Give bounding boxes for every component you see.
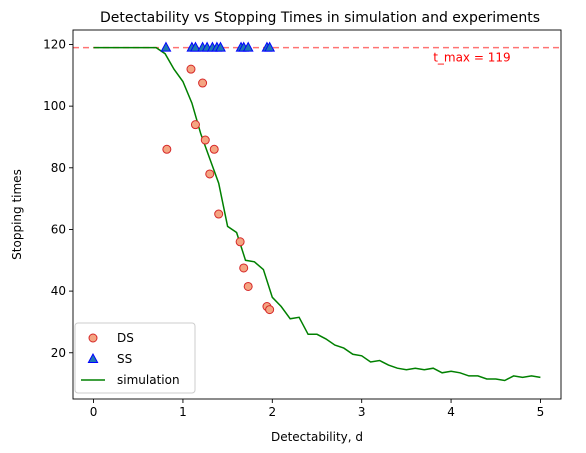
ds-point (198, 78, 208, 88)
x-tick-label: 1 (179, 405, 187, 419)
x-axis-label: Detectability, d (271, 430, 363, 444)
chart-title: Detectability vs Stopping Times in simul… (100, 10, 540, 26)
annotation-layer: t_max = 119 (433, 51, 510, 65)
x-tick-label: 0 (90, 405, 98, 419)
ss-point (190, 41, 201, 52)
y-tick-label: 40 (51, 284, 66, 298)
x-tick-label: 2 (268, 405, 276, 419)
x-tick-label: 4 (447, 405, 455, 419)
ds-point (265, 305, 275, 315)
ds-point (205, 169, 215, 179)
ss-point (264, 41, 276, 52)
ss-point (160, 41, 172, 52)
ss-point (215, 41, 226, 52)
ss-point (242, 41, 254, 52)
simulation-line (93, 46, 541, 382)
x-tick-label: 3 (358, 405, 366, 419)
ds-point (243, 281, 253, 291)
ds-point (186, 64, 196, 74)
axes-frame (72, 29, 562, 400)
ds-point (190, 120, 200, 130)
ds-point (209, 144, 219, 154)
legend-label-simulation: simulation (117, 373, 180, 387)
ds-point (200, 135, 210, 145)
ds-point (235, 237, 245, 247)
legend-marker-ss (87, 352, 99, 363)
tmax-label: t_max = 119 (433, 51, 510, 65)
y-tick-label: 80 (51, 161, 66, 175)
y-tick-label: 60 (51, 222, 66, 236)
legend-label-ss: SS (117, 352, 132, 366)
y-tick-label: 120 (43, 37, 66, 51)
y-tick-label: 20 (51, 346, 66, 360)
legend: DS SS simulation (74, 322, 196, 394)
axes-layer: 0 1 2 3 4 5 20 40 60 80 100 120 (43, 29, 562, 419)
legend-box (74, 322, 196, 394)
ds-point (239, 263, 249, 273)
y-tick-label: 100 (43, 99, 66, 113)
ds-point (162, 144, 172, 154)
y-axis-label: Stopping times (10, 169, 24, 260)
legend-label-ds: DS (117, 331, 134, 345)
data-layer (73, 41, 561, 382)
ds-point (214, 209, 224, 219)
legend-marker-ds (88, 333, 98, 343)
x-tick-label: 5 (537, 405, 545, 419)
